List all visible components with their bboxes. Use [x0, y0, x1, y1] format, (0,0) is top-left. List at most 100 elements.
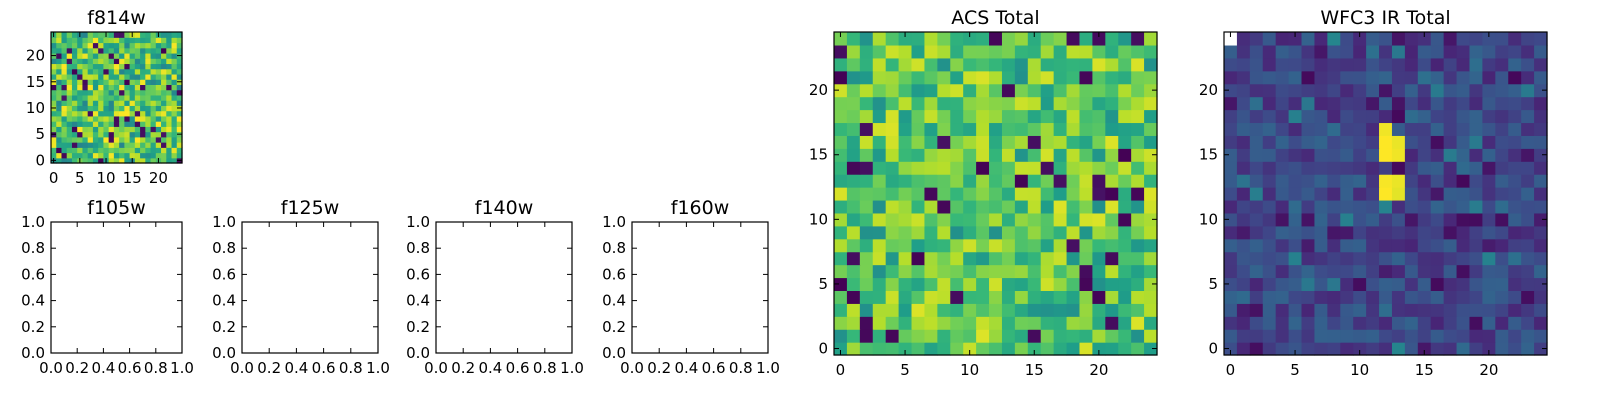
- heatmap-cell: [1430, 212, 1445, 227]
- heatmap-cell: [92, 52, 99, 59]
- heatmap-cell: [1092, 199, 1106, 214]
- heatmap-cell: [1521, 187, 1535, 201]
- y-tick-label: 1.0: [212, 213, 236, 231]
- heatmap-cell: [1508, 329, 1522, 343]
- heatmap-cell: [898, 174, 913, 188]
- heatmap-cell: [166, 152, 173, 159]
- heatmap-cell: [1224, 290, 1238, 304]
- heatmap-cell: [150, 79, 157, 85]
- heatmap-cell: [1404, 264, 1419, 279]
- heatmap-cell: [1521, 32, 1535, 46]
- heatmap-cell: [963, 57, 977, 72]
- heatmap-cell: [1521, 96, 1535, 111]
- heatmap-cell: [872, 174, 887, 188]
- heatmap-cell: [1105, 342, 1119, 356]
- heatmap-cell: [1236, 148, 1251, 162]
- heatmap-cell: [872, 225, 887, 240]
- heatmap-cell: [989, 187, 1003, 201]
- heatmap-cell: [1379, 44, 1393, 59]
- heatmap-cell: [61, 94, 68, 101]
- x-tick-label: 0.6: [702, 359, 726, 377]
- heatmap-cell: [1262, 148, 1277, 162]
- heatmap-cell: [846, 342, 861, 356]
- heatmap-cell: [140, 84, 146, 91]
- heatmap-cell: [1495, 290, 1509, 304]
- heatmap-cell: [71, 37, 78, 44]
- heatmap-cell: [898, 70, 913, 85]
- heatmap-cell: [1366, 148, 1380, 162]
- heatmap-cell: [1053, 57, 1068, 72]
- heatmap-cell: [859, 96, 874, 111]
- heatmap-cell: [1079, 70, 1093, 85]
- heatmap-cell: [66, 131, 73, 138]
- heatmap-cell: [134, 84, 141, 91]
- heatmap-cell: [1508, 187, 1522, 201]
- heatmap-cell: [140, 136, 146, 143]
- heatmap-cell: [166, 157, 173, 164]
- heatmap-cell: [1092, 329, 1106, 343]
- heatmap-cell: [1040, 316, 1055, 330]
- heatmap-cell: [1391, 225, 1406, 240]
- heatmap-cell: [77, 47, 84, 54]
- heatmap-cell: [1262, 329, 1277, 343]
- heatmap-cell: [1379, 148, 1393, 162]
- heatmap-cell: [911, 303, 926, 317]
- heatmap-cell: [1366, 135, 1380, 149]
- heatmap-cell: [898, 57, 913, 72]
- heatmap-cell: [1443, 148, 1458, 162]
- heatmap-cell: [134, 73, 141, 80]
- heatmap-cell: [145, 136, 152, 143]
- heatmap-cell: [1118, 187, 1132, 201]
- heatmap-cell: [1118, 199, 1132, 214]
- heatmap-cell: [1469, 290, 1483, 304]
- heatmap-cell: [1521, 109, 1535, 124]
- heatmap-cell: [1262, 57, 1277, 72]
- heatmap-cell: [1327, 251, 1341, 266]
- heatmap-cell: [1040, 277, 1055, 291]
- heatmap-cell: [1262, 174, 1277, 188]
- heatmap-cell: [71, 121, 78, 127]
- heatmap-cell: [119, 47, 125, 54]
- heatmap-cell: [1534, 212, 1548, 227]
- heatmap-cell: [66, 94, 73, 101]
- heatmap-cell: [1066, 199, 1081, 214]
- heatmap-cell: [77, 63, 84, 70]
- heatmap-cell: [846, 148, 861, 162]
- heatmap-cell: [1353, 174, 1367, 188]
- heatmap-cell: [1249, 122, 1264, 136]
- heatmap-cell: [1340, 122, 1354, 136]
- heatmap-cell: [1417, 174, 1432, 188]
- heatmap-cell: [1275, 277, 1290, 291]
- heatmap-cell: [51, 84, 57, 91]
- heatmap-cell: [1456, 199, 1471, 214]
- heatmap-cell: [61, 42, 68, 49]
- axes-frame: [241, 221, 379, 354]
- heatmap-cell: [176, 147, 183, 154]
- heatmap-cell: [66, 121, 73, 127]
- heatmap-cell: [1534, 44, 1548, 59]
- x-tick-label: 0.6: [312, 359, 336, 377]
- heatmap-cell: [911, 264, 926, 279]
- heatmap-cell: [1379, 199, 1393, 214]
- heatmap-cell: [103, 131, 110, 138]
- heatmap-cell: [119, 115, 125, 122]
- heatmap-cell: [77, 37, 84, 44]
- heatmap-cell: [1288, 96, 1303, 111]
- heatmap-cell: [134, 37, 141, 44]
- heatmap-cell: [1508, 212, 1522, 227]
- heatmap-cell: [1456, 109, 1471, 124]
- heatmap-cell: [1456, 96, 1471, 111]
- heatmap-cell: [1443, 32, 1458, 46]
- heatmap-cell: [66, 89, 73, 96]
- heatmap-cell: [989, 70, 1003, 85]
- y-tick-label: 5: [35, 125, 45, 143]
- heatmap-cell: [1482, 199, 1496, 214]
- heatmap-cell: [1314, 277, 1328, 291]
- heatmap-cell: [1275, 329, 1290, 343]
- heatmap-cell: [989, 122, 1003, 136]
- heatmap-cell: [1014, 135, 1029, 149]
- y-tick-label: 20: [1199, 81, 1218, 99]
- heatmap-cell: [1508, 32, 1522, 46]
- heatmap-cell: [1301, 122, 1316, 136]
